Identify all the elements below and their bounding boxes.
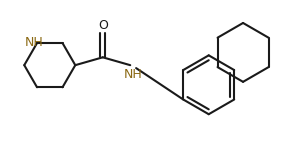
Text: NH: NH bbox=[25, 36, 43, 49]
Text: NH: NH bbox=[124, 69, 143, 81]
Text: O: O bbox=[98, 19, 108, 32]
